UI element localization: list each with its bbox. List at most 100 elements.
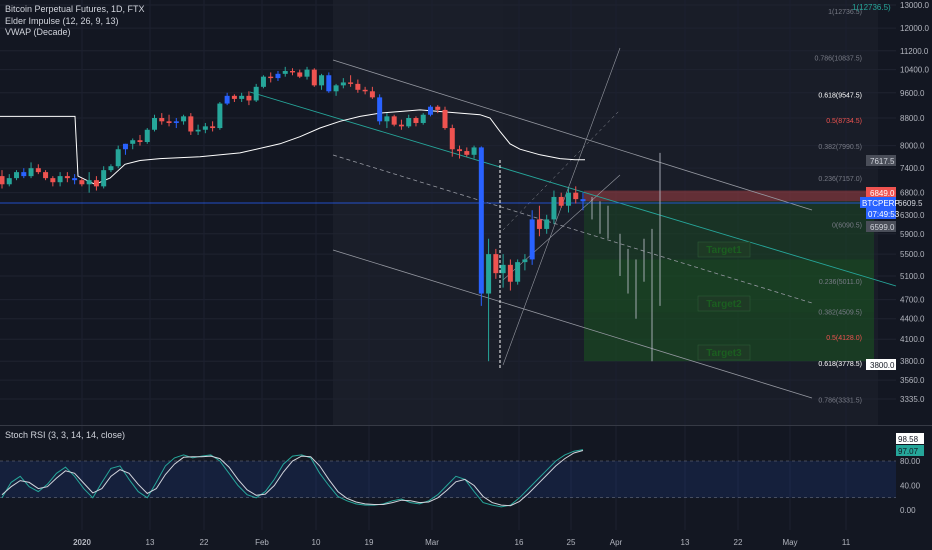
candle [210,121,216,132]
tag-6849-text: 6849.0 [870,189,895,198]
candle-body [500,264,506,274]
candle [188,113,194,135]
target2-text: Target2 [706,299,742,310]
candle-body [231,95,237,99]
candle [35,164,41,175]
rsi-band [0,461,896,498]
rsi-tick-label: 40.00 [900,482,921,491]
candle-body [333,85,339,92]
candle-body [202,126,208,130]
price-tick-label: 6300.0 [900,211,925,220]
price-axis[interactable]: 13000.0 12000.0 11200.0 10400.0 9600.0 8800.0… [900,1,929,404]
candle-body [311,69,317,86]
candle [507,259,513,291]
candle [326,72,332,93]
price-tick-label: 13000.0 [900,1,929,10]
candle [493,248,499,279]
candle-body [239,95,245,99]
candle [522,254,528,271]
candle [101,166,107,189]
price-tick-label: 3800.0 [900,357,925,366]
tag-6599: 6599.0 [866,221,896,232]
candle [246,91,252,106]
price-tick-label: 12000.0 [900,24,929,33]
candle-body [21,172,27,177]
candle [0,170,5,189]
candle-body [486,254,492,294]
candle-body [442,109,448,129]
rsi-tick-label: 0.00 [900,506,916,515]
candle [108,164,114,173]
candle-body [108,166,114,171]
candle [282,66,288,77]
candle-body [93,180,99,187]
candle [398,119,404,130]
candle-body [181,116,187,122]
candle-body [217,103,223,129]
candle-body [551,196,557,220]
pitchfork-line-2 [502,174,621,281]
rsi-d-line [1,450,584,507]
candle [311,68,317,87]
candle [384,113,390,129]
candle-body [6,178,12,185]
candle-body [355,83,361,90]
candle-body [340,82,346,86]
candle [340,78,346,89]
price-tick-label: 4700.0 [900,296,925,305]
candle-body [529,219,535,260]
target1-label: Target1 [697,241,751,258]
candle-body [115,149,121,167]
candle [420,113,426,125]
time-tick-label: Apr [610,538,623,547]
candle-body [536,219,542,229]
candle-body [478,147,484,294]
candle [290,68,295,76]
candle-body [573,192,579,200]
price-tick-label: 6800.0 [900,189,925,198]
candle [137,134,143,146]
target3-label: Target3 [697,344,751,361]
candle [28,162,34,179]
candle-body [377,97,383,122]
time-tick-label: 10 [312,538,321,547]
tag-6849: 6849.0 [866,187,896,198]
time-tick-label: 13 [681,538,690,547]
candle [304,66,310,80]
candle-body [253,86,259,101]
tag-7617-text: 7617.5 [870,157,895,166]
candle-body [246,95,252,101]
candle-body [493,254,499,274]
candle [152,114,158,132]
time-tick-label: 11 [842,538,851,547]
candle [224,92,230,106]
candle [202,122,208,134]
candle-body [471,147,477,155]
candle-body [297,72,303,77]
current-price-tag: BTCPERP 6609.5 07:49:53 [860,197,923,219]
countdown: 07:49:53 [868,210,900,219]
candle [6,174,12,187]
fib-level-label: 0.382(7990.5) [818,144,862,151]
price-tick-label: 11200.0 [900,47,929,56]
candle [64,172,70,183]
candle [21,168,27,179]
candle-body [515,262,521,282]
chart-title: Bitcoin Perpetual Futures, 1D, FTX [5,4,145,14]
candle-body [457,149,463,152]
candle-body [57,176,63,183]
candle-body [275,73,281,79]
rsi-k-line [1,449,584,508]
tag-6599-text: 6599.0 [870,223,895,232]
target1-text: Target1 [706,245,742,256]
candle [449,124,455,157]
time-axis[interactable]: 2020 13 22 Feb 10 19 Mar 16 25 Apr 13 22 May 11 [73,538,851,547]
price-tick-label: 10400.0 [900,66,929,75]
candle [362,86,368,95]
tag-7617: 7617.5 [866,155,896,166]
candle-body [173,121,179,123]
target-zone [584,201,874,362]
candle-body [348,82,354,84]
